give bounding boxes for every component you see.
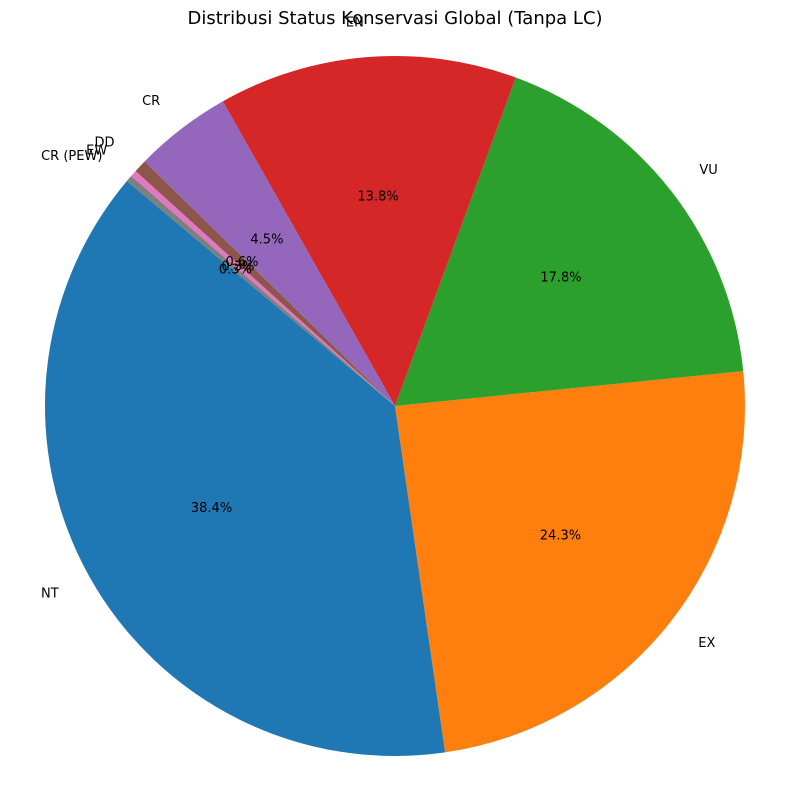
pie-slice-cr-pew [126, 176, 395, 406]
pie-slices [44, 56, 746, 757]
pie-labels: NT 38.4% EX 24.3% VU 17.8% EN 13.8% CR 4.5% DD 0.6%… [41, 15, 718, 651]
slice-label: EN [346, 15, 364, 30]
slice-label: DD [94, 135, 114, 150]
slice-percent-label: 38.4% [191, 501, 232, 516]
slice-label: EX [698, 636, 715, 651]
slice-percent-label: 0.3% [219, 263, 252, 278]
chart-title: Distribusi Status Konservasi Global (Tan… [187, 8, 602, 29]
pie-slice-ex [395, 371, 746, 753]
pie-slice-ew [131, 171, 396, 406]
slice-percent-label: 24.3% [540, 528, 581, 543]
slice-percent-label: 17.8% [540, 270, 581, 285]
slice-label: NT [41, 586, 59, 601]
slice-percent-label: 0.6% [226, 255, 259, 270]
pie-slice-vu [395, 77, 744, 406]
slice-label: CR [142, 94, 160, 109]
pie-slice-en [222, 56, 516, 406]
slice-percent-label: 0.3% [221, 260, 254, 275]
pie-slice-nt [44, 181, 446, 757]
slice-label: CR (PEW) [41, 149, 102, 164]
slice-percent-label: 13.8% [357, 190, 398, 205]
slice-label: EW [86, 143, 107, 158]
slice-label: VU [699, 163, 717, 178]
pie-slice-dd [135, 161, 396, 406]
pie-slice-cr [144, 101, 395, 406]
slice-percent-label: 4.5% [250, 233, 283, 248]
